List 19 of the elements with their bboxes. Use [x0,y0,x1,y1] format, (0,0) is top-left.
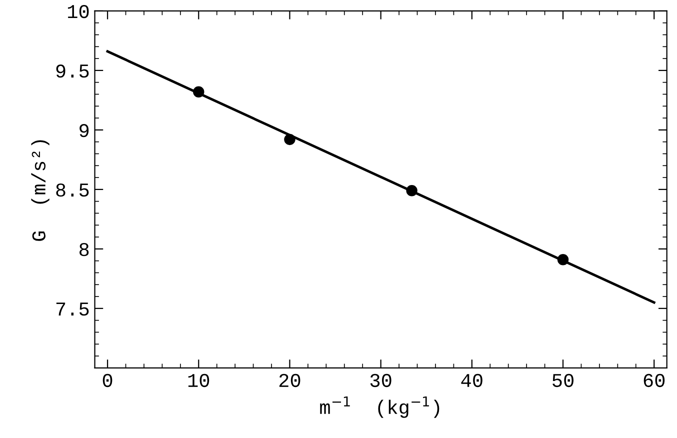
x-tick-label: 60 [644,374,665,388]
x-tick-label: 30 [370,374,392,388]
y-tick-label: 10 [68,4,89,18]
y-tick-label: 9.5 [56,64,89,78]
y-tick-label: 9 [80,124,89,138]
y-tick-label: 8.5 [56,183,89,197]
x-tick-label: 0 [102,374,112,388]
y-axis-title: G (m/s²) [31,140,50,241]
x-tick-label: 20 [279,374,300,388]
point [193,86,204,98]
x-tick-label: 10 [188,374,210,388]
x-tick-label: 40 [461,374,482,388]
y-tick-label: 8 [80,242,89,256]
y-tick-label: 7.5 [56,302,89,316]
text: m$^{−1}$ (kg$^{−1}$) [320,396,440,418]
point [557,254,569,266]
point [284,134,296,146]
x-tick-label: 50 [552,374,574,388]
point [406,185,418,196]
